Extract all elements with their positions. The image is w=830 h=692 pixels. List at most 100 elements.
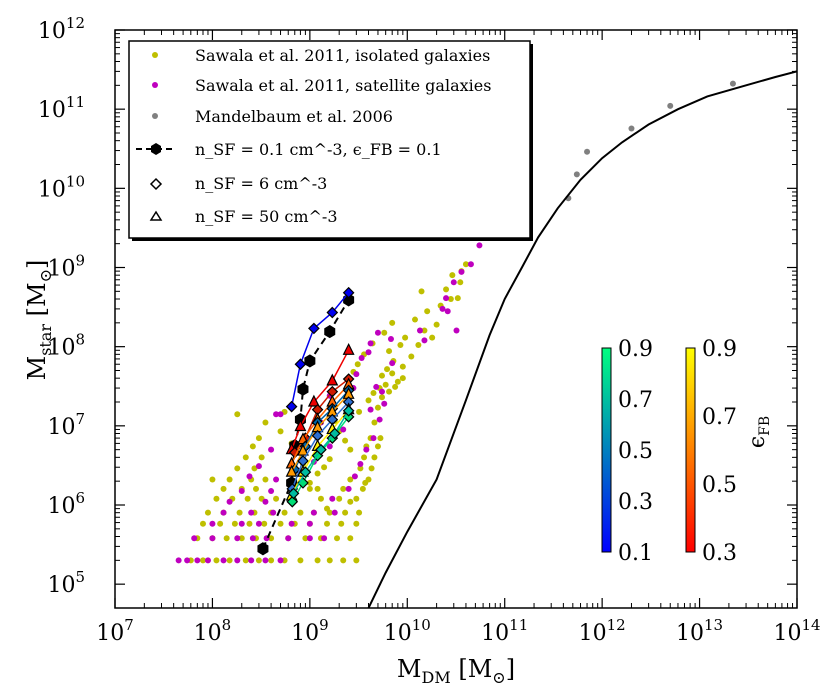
- scatter-point: [361, 454, 368, 461]
- scatter-point: [353, 495, 360, 502]
- scatter-point: [310, 509, 317, 516]
- scatter-point: [424, 308, 431, 315]
- scatter-point: [314, 470, 321, 477]
- scatter-point: [199, 520, 206, 527]
- y-axis-label: Mstar [M⊙]: [23, 260, 55, 381]
- hexagon-marker: [304, 354, 316, 368]
- scatter-point: [213, 557, 220, 564]
- scatter-point: [386, 348, 393, 355]
- scatter-point: [238, 488, 245, 495]
- triangle-marker: [342, 342, 355, 355]
- scatter-point: [321, 464, 328, 471]
- legend-label-isolated: Sawala et al. 2011, isolated galaxies: [195, 46, 490, 65]
- scatter-point: [262, 557, 269, 564]
- colorbar-tick-label: 0.5: [618, 439, 653, 464]
- scatter-point: [458, 268, 465, 275]
- scatter-point: [378, 388, 385, 395]
- scatter-point: [462, 261, 469, 268]
- scatter-point: [402, 334, 409, 341]
- scatter-point: [184, 557, 191, 564]
- diamond-marker: [294, 358, 307, 371]
- series-blue-fb-0-1-diamonds: [285, 286, 355, 413]
- scatter-point: [384, 366, 391, 373]
- legend: Sawala et al. 2011, isolated galaxies Sa…: [128, 40, 533, 241]
- scatter-point: [246, 520, 253, 527]
- scatter-point: [238, 535, 245, 542]
- series-orange-triangles: [285, 386, 355, 477]
- scatter-point: [209, 535, 216, 542]
- scatter-point: [421, 337, 428, 344]
- scatter-point: [326, 456, 333, 463]
- scatter-point: [628, 125, 635, 132]
- legend-marker-diamond: [149, 177, 163, 191]
- scatter-point: [270, 509, 277, 516]
- scatter-point: [306, 520, 313, 527]
- scatter-point: [244, 495, 251, 502]
- x-tick-label: 109: [291, 616, 329, 646]
- data-layer: [175, 70, 797, 608]
- scatter-point: [397, 341, 404, 348]
- scatter-point: [277, 411, 284, 418]
- scatter-point: [329, 495, 336, 502]
- scatter-point: [381, 329, 388, 336]
- scatter-point: [255, 557, 262, 564]
- scatter-point: [667, 102, 674, 109]
- x-tick-label: 1012: [579, 616, 626, 646]
- scatter-point: [342, 509, 349, 516]
- scatter-point: [729, 80, 736, 87]
- scatter-point: [226, 498, 233, 505]
- diamond-marker: [299, 466, 312, 478]
- colorbar-blue-green: 0.9 0.7 0.5 0.3 0.1: [601, 337, 653, 566]
- triangle-marker: [285, 464, 298, 477]
- scatter-point: [365, 397, 372, 404]
- scatter-point: [194, 557, 201, 564]
- scatter-point: [231, 520, 238, 527]
- scatter-point: [338, 520, 345, 527]
- y-tick-label: 106: [47, 489, 85, 519]
- x-tick-label: 1013: [676, 616, 723, 646]
- scatter-point: [365, 349, 372, 356]
- scatter-point: [415, 341, 422, 348]
- scatter-point: [336, 495, 343, 502]
- x-tick-label: 107: [96, 616, 134, 646]
- series-cyan-green-diamonds: [287, 404, 355, 500]
- triangle-marker: [294, 419, 307, 432]
- scatter-point: [443, 295, 450, 302]
- scatter-point: [262, 419, 269, 426]
- triangle-marker: [297, 443, 309, 456]
- scatter-point: [367, 406, 374, 413]
- x-tick-label: 1011: [481, 616, 528, 646]
- diamond-marker: [285, 400, 298, 413]
- colorbar-tick-label: 0.7: [702, 405, 737, 430]
- scatter-point: [389, 360, 396, 367]
- scatter-point: [255, 520, 262, 527]
- scatter-point: [297, 509, 304, 516]
- triangle-marker: [326, 373, 339, 386]
- scatter-point: [418, 288, 425, 295]
- scatter-point: [392, 383, 399, 390]
- y-tick-label: 107: [47, 410, 85, 440]
- scatter-point: [234, 557, 241, 564]
- scatter-point: [354, 361, 361, 368]
- scatter-point: [252, 485, 259, 492]
- scatter-point: [191, 535, 198, 542]
- legend-marker-triangle: [149, 210, 163, 221]
- scatter-point: [321, 535, 328, 542]
- scatter-point: [399, 375, 406, 382]
- colorbar-tick-label: 0.3: [702, 541, 737, 566]
- scatter-point: [261, 520, 268, 527]
- scatter-point: [353, 520, 360, 527]
- scatter-point: [347, 446, 354, 453]
- scatter-point: [444, 308, 451, 315]
- scatter-point: [262, 476, 269, 483]
- scatter-point: [255, 463, 262, 470]
- y-tick-label: 108: [47, 331, 85, 361]
- diamond-marker: [342, 286, 355, 299]
- scatter-point: [302, 535, 309, 542]
- scatter-point: [362, 479, 369, 486]
- scatter-point: [351, 473, 358, 480]
- scatter-point: [249, 535, 256, 542]
- scatter-point: [273, 411, 280, 418]
- scatter-point: [277, 428, 284, 435]
- legend-marker-satellite: [152, 82, 158, 88]
